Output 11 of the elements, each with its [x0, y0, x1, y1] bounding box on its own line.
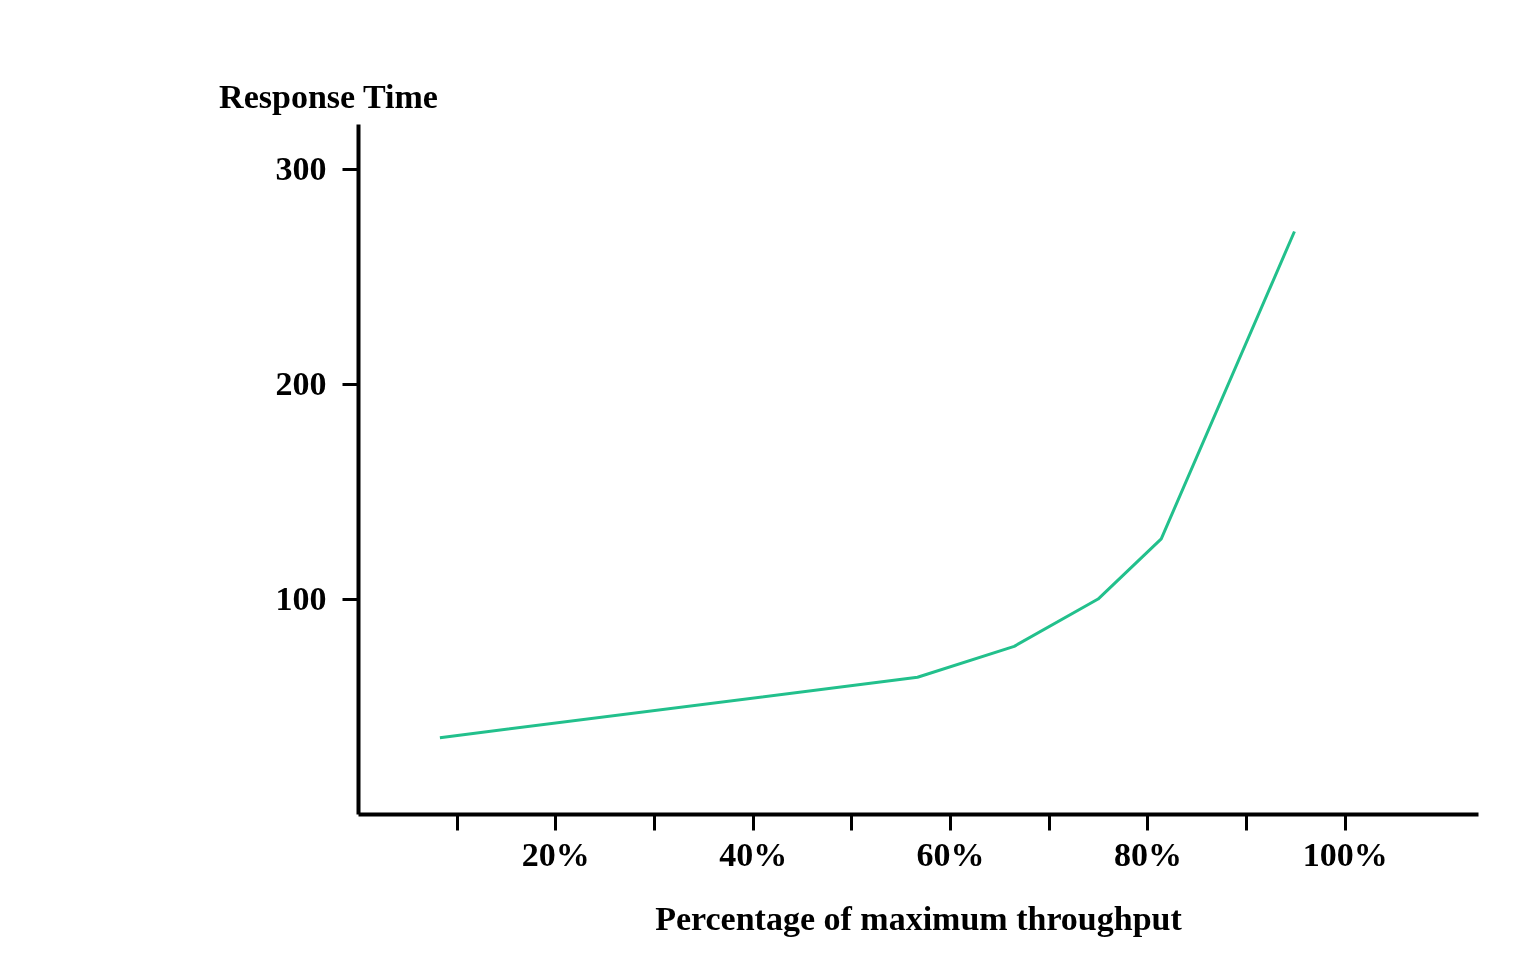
x-tick-label: 80%: [1113, 835, 1182, 873]
x-tick-label: 40%: [719, 835, 788, 873]
y-tick-label: 100: [275, 579, 327, 617]
y-tick-label: 300: [275, 149, 327, 187]
x-tick-label: 60%: [916, 835, 985, 873]
x-tick-label: 100%: [1302, 835, 1388, 873]
x-axis-title: Percentage of maximum throughput: [655, 899, 1183, 937]
x-tick-label: 20%: [521, 835, 590, 873]
line-series: [438, 229, 1296, 740]
y-tick-label: 200: [275, 364, 327, 402]
y-axis-title: Response Time: [219, 77, 438, 115]
